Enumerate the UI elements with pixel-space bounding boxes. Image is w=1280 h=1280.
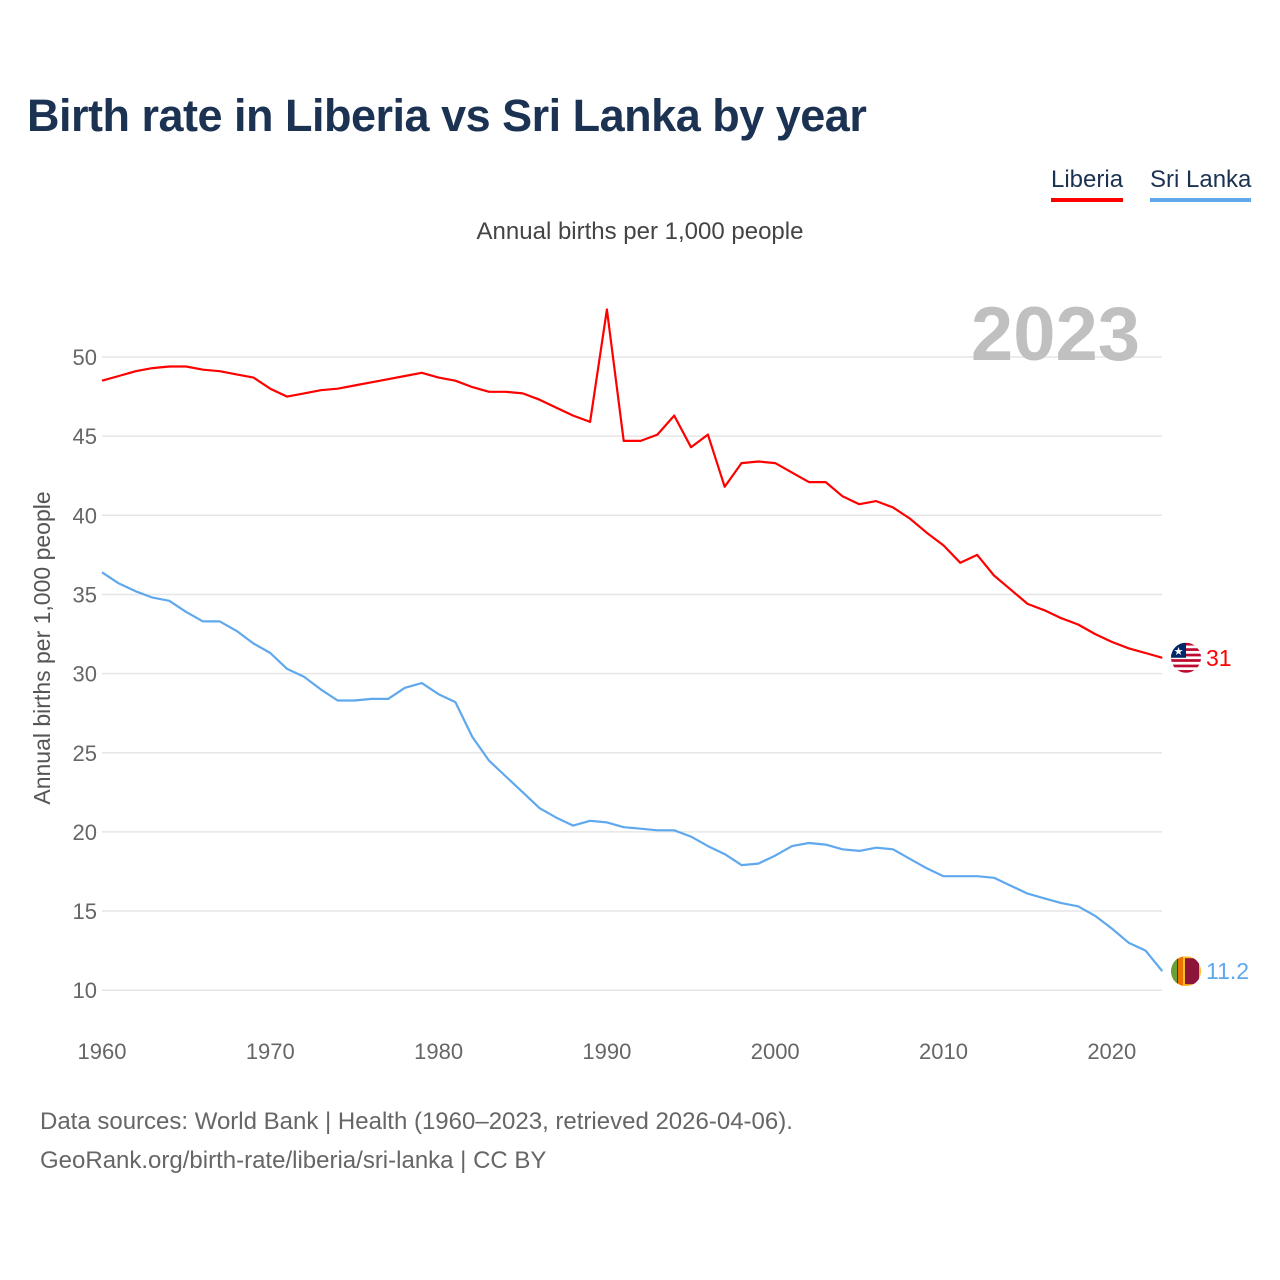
x-tick-label: 2020: [1087, 1039, 1136, 1064]
y-tick-label: 10: [73, 978, 97, 1003]
y-tick-label: 15: [73, 899, 97, 924]
y-tick-label: 20: [73, 820, 97, 845]
x-tick-label: 1980: [414, 1039, 463, 1064]
x-tick-label: 1990: [582, 1039, 631, 1064]
chart-title: Birth rate in Liberia vs Sri Lanka by ye…: [27, 90, 867, 141]
y-tick-label: 50: [73, 345, 97, 370]
y-tick-label: 25: [73, 741, 97, 766]
y-tick-label: 45: [73, 424, 97, 449]
sri-lanka-flag-icon: [1171, 956, 1201, 987]
footer-link[interactable]: GeoRank.org/birth-rate/liberia/sri-lanka…: [40, 1147, 547, 1174]
svg-text:★: ★: [1174, 646, 1184, 658]
series-line-liberia: [101, 308, 1163, 659]
x-tick-label: 2000: [751, 1039, 800, 1064]
x-tick-label: 1970: [246, 1039, 295, 1064]
series-line-sri-lanka: [101, 571, 1164, 972]
footer-sources: Data sources: World Bank | Health (1960–…: [40, 1108, 793, 1135]
y-tick-label: 40: [73, 503, 97, 528]
liberia-flag-icon: ★: [1171, 642, 1201, 673]
year-overlay: 2023: [971, 292, 1140, 377]
y-tick-label: 30: [73, 662, 97, 687]
x-tick-label: 2010: [919, 1039, 968, 1064]
legend-liberia[interactable]: Liberia: [1051, 166, 1124, 202]
x-tick-label: 1960: [78, 1039, 127, 1064]
legend-sri-lanka[interactable]: Sri Lanka: [1150, 166, 1252, 202]
y-axis-label: Annual births per 1,000 people: [29, 491, 55, 804]
end-value-label: 11.2: [1206, 958, 1249, 984]
chart-subtitle: Annual births per 1,000 people: [476, 218, 804, 245]
end-value-label: 31: [1206, 645, 1232, 671]
y-tick-label: 35: [73, 582, 97, 607]
